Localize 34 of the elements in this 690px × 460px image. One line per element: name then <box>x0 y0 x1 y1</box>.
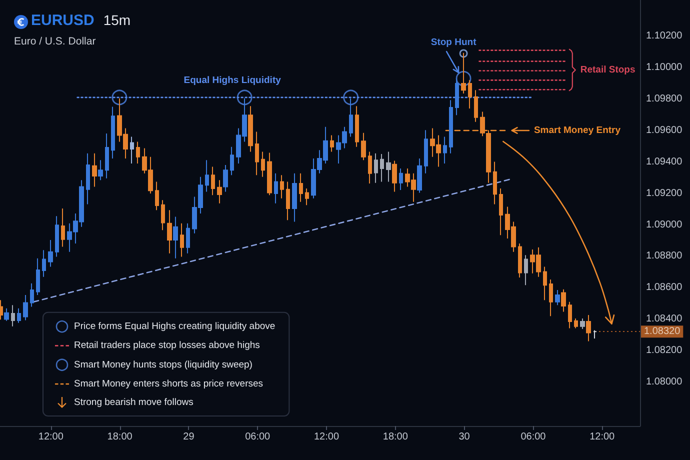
x-tick-label: 18:00 <box>107 432 133 442</box>
annotation: Equal Highs Liquidity <box>184 74 282 86</box>
text: EURUSD <box>31 12 95 29</box>
y-tick-label: 1.09000 <box>646 219 683 230</box>
annotation: Smart Money Entry <box>534 124 622 136</box>
y-tick-label: 1.09200 <box>646 188 683 199</box>
x-tick-label: 30 <box>458 432 470 442</box>
x-tick-label: 06:00 <box>245 432 271 442</box>
text: Euro / U.S. Dollar <box>14 36 96 48</box>
legend-label: Smart Money enters shorts as price reverses <box>74 378 264 390</box>
y-tick-label: 1.08400 <box>646 314 683 325</box>
legend-label: Smart Money hunts stops (liquidity sweep) <box>74 359 252 370</box>
x-tick-label: 29 <box>183 432 195 442</box>
legend-label: Price forms Equal Highs creating liquidity above <box>74 321 276 332</box>
ref-line-label: 1.08320 <box>644 326 681 338</box>
x-tick-label: 12:00 <box>38 432 64 442</box>
y-tick-label: 1.08200 <box>646 345 683 356</box>
legend-label: Strong bearish move follows <box>74 397 194 408</box>
y-tick-label: 1.08800 <box>646 250 683 262</box>
annotation: Stop Hunt <box>430 37 478 48</box>
y-tick-label: 1.10000 <box>646 62 683 74</box>
y-tick-label: 1.09600 <box>646 124 683 136</box>
x-tick-label: 18:00 <box>382 432 408 442</box>
y-tick-label: 1.08000 <box>646 376 683 388</box>
x-tick-label: 12:00 <box>590 432 616 442</box>
annotation: Retail Stops <box>580 64 636 76</box>
y-tick-label: 1.09400 <box>646 156 683 168</box>
y-tick-label: 1.08600 <box>646 282 683 294</box>
annotation: 15m <box>103 12 131 28</box>
x-tick-label: 12:00 <box>314 432 340 442</box>
x-tick-label: 06:00 <box>520 432 546 442</box>
y-tick-label: 1.10200 <box>646 30 683 42</box>
legend-label: Retail traders place stop losses above highs <box>74 340 260 352</box>
y-tick-label: 1.09800 <box>646 94 683 105</box>
